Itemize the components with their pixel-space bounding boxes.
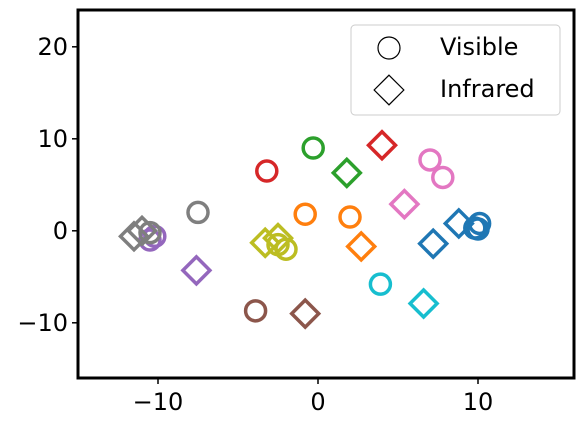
point <box>126 214 158 247</box>
point <box>407 287 440 320</box>
point <box>330 156 363 189</box>
y-tick-label: 10 <box>37 125 68 153</box>
point <box>180 254 213 287</box>
point <box>442 207 475 240</box>
point <box>262 222 294 255</box>
legend-box <box>350 24 561 116</box>
point <box>143 224 167 249</box>
point <box>289 297 322 330</box>
legend-label: Visible <box>440 33 518 61</box>
point <box>338 205 362 229</box>
plot-frame <box>76 8 576 380</box>
point <box>293 202 317 226</box>
point <box>366 129 398 162</box>
point <box>345 230 378 263</box>
point <box>417 227 450 260</box>
point <box>388 188 421 221</box>
point <box>243 299 268 323</box>
point <box>249 226 282 259</box>
point <box>138 220 162 245</box>
y-tick-label: 20 <box>37 33 68 61</box>
legend-label: Infrared <box>440 75 535 103</box>
point <box>186 200 210 225</box>
point <box>301 136 325 160</box>
x-tick-label: −10 <box>133 388 184 416</box>
y-tick-label: 0 <box>53 217 68 245</box>
legend-marker <box>377 36 401 60</box>
y-tick-label: −10 <box>17 309 68 337</box>
point <box>431 165 455 190</box>
point <box>255 159 279 183</box>
x-tick-label: 0 <box>310 388 325 416</box>
point <box>418 148 442 172</box>
point <box>118 220 150 253</box>
x-tick-label: 10 <box>463 388 494 416</box>
legend-marker <box>373 74 405 106</box>
point <box>368 272 393 296</box>
